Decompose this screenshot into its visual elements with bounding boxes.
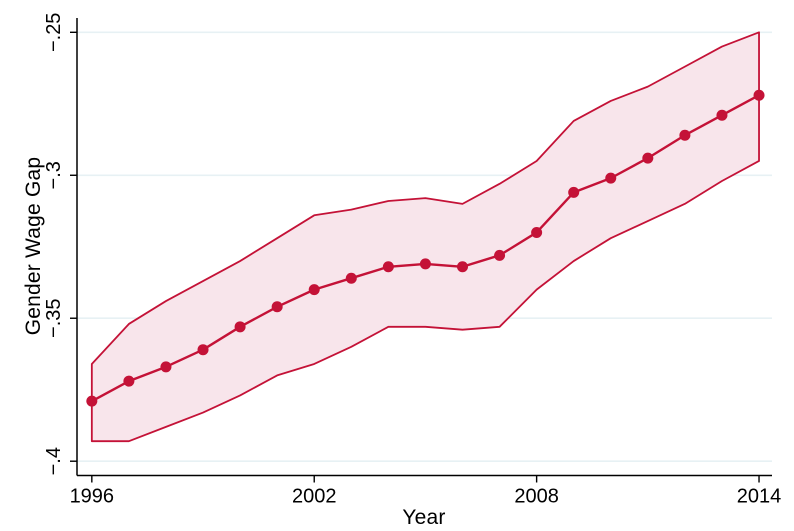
data-point-marker: [419, 258, 431, 270]
axis-ticks: [70, 31, 760, 483]
data-point-marker: [160, 361, 172, 373]
x-tick-label: 2014: [737, 486, 782, 508]
data-point-marker: [197, 344, 209, 356]
data-point-marker: [679, 129, 691, 141]
data-point-marker: [605, 172, 617, 184]
data-point-marker: [345, 272, 357, 284]
data-point-marker: [531, 226, 543, 238]
data-point-marker: [86, 395, 98, 407]
data-point-marker: [308, 284, 320, 296]
confidence-band: [90, 31, 760, 443]
y-tick-label: −.25: [43, 13, 65, 52]
data-point-marker: [642, 152, 654, 164]
y-tick-label: −.3: [43, 161, 65, 189]
data-point-marker: [271, 301, 283, 313]
x-tick-label: 2002: [292, 486, 337, 508]
data-point-marker: [753, 89, 765, 101]
x-tick-label: 1996: [70, 486, 115, 508]
y-tick-label: −.35: [43, 298, 65, 337]
y-axis-title: Gender Wage Gap: [22, 156, 45, 336]
y-tick-label: −.4: [43, 447, 65, 475]
x-axis-title: Year: [402, 506, 446, 529]
data-point-marker: [456, 261, 468, 273]
data-point-marker: [234, 321, 246, 333]
x-tick-label: 2008: [514, 486, 559, 508]
data-point-marker: [494, 249, 506, 261]
data-point-marker: [716, 109, 728, 121]
series-markers: [86, 89, 765, 407]
confidence-band-polygon: [90, 31, 760, 443]
data-point-marker: [123, 375, 135, 387]
axes: [76, 18, 772, 477]
data-point-marker: [568, 186, 580, 198]
data-point-marker: [382, 261, 394, 273]
